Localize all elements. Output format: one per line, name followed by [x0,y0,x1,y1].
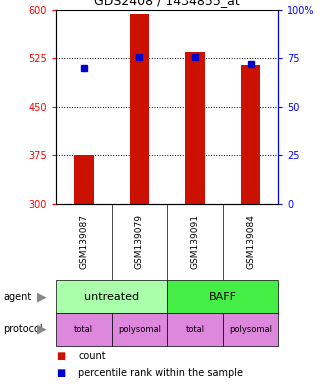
Text: GSM139084: GSM139084 [246,215,255,269]
Text: ■: ■ [56,351,65,361]
Bar [112,313,167,346]
Text: ▶: ▶ [37,323,46,336]
Text: GSM139079: GSM139079 [135,214,144,270]
Text: polysomal: polysomal [118,325,161,334]
Text: BAFF: BAFF [209,291,237,302]
Text: total: total [74,325,93,334]
Bar [56,313,112,346]
Bar [241,65,260,204]
Bar [223,313,278,346]
Bar [167,280,278,313]
Bar [130,14,149,204]
Bar [56,280,167,313]
Text: total: total [185,325,204,334]
Bar [167,313,223,346]
Text: ■: ■ [56,368,65,378]
Text: ▶: ▶ [37,290,46,303]
Text: count: count [78,351,106,361]
Text: untreated: untreated [84,291,139,302]
Bar [185,51,205,204]
Bar [74,155,93,204]
Text: GSM139087: GSM139087 [79,214,88,270]
Title: GDS2408 / 1434855_at: GDS2408 / 1434855_at [94,0,240,7]
Text: GSM139091: GSM139091 [190,214,199,270]
Text: polysomal: polysomal [229,325,272,334]
Text: agent: agent [3,291,31,302]
Text: percentile rank within the sample: percentile rank within the sample [78,368,244,378]
Text: protocol: protocol [3,324,43,334]
